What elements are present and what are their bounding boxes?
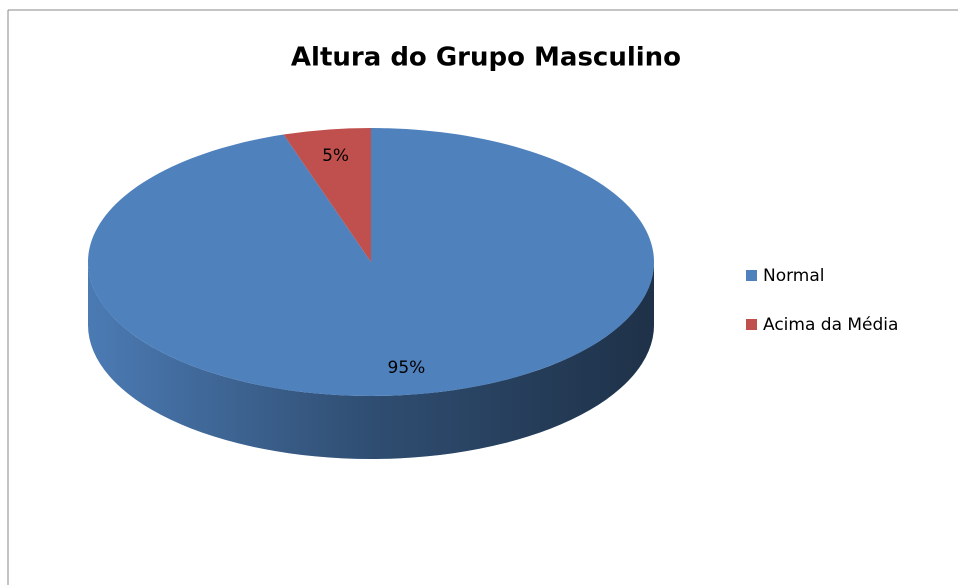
slice-side-shade	[88, 262, 654, 459]
legend-swatch	[746, 270, 757, 281]
legend-swatch	[746, 319, 757, 330]
chart-title: Altura do Grupo Masculino	[291, 43, 681, 73]
slice	[87, 128, 654, 397]
slice	[283, 128, 371, 262]
data-label: 95%	[388, 358, 426, 378]
legend-label: Acima da Média	[763, 315, 898, 335]
legend-label: Normal	[763, 266, 825, 286]
data-label: 5%	[322, 146, 349, 166]
